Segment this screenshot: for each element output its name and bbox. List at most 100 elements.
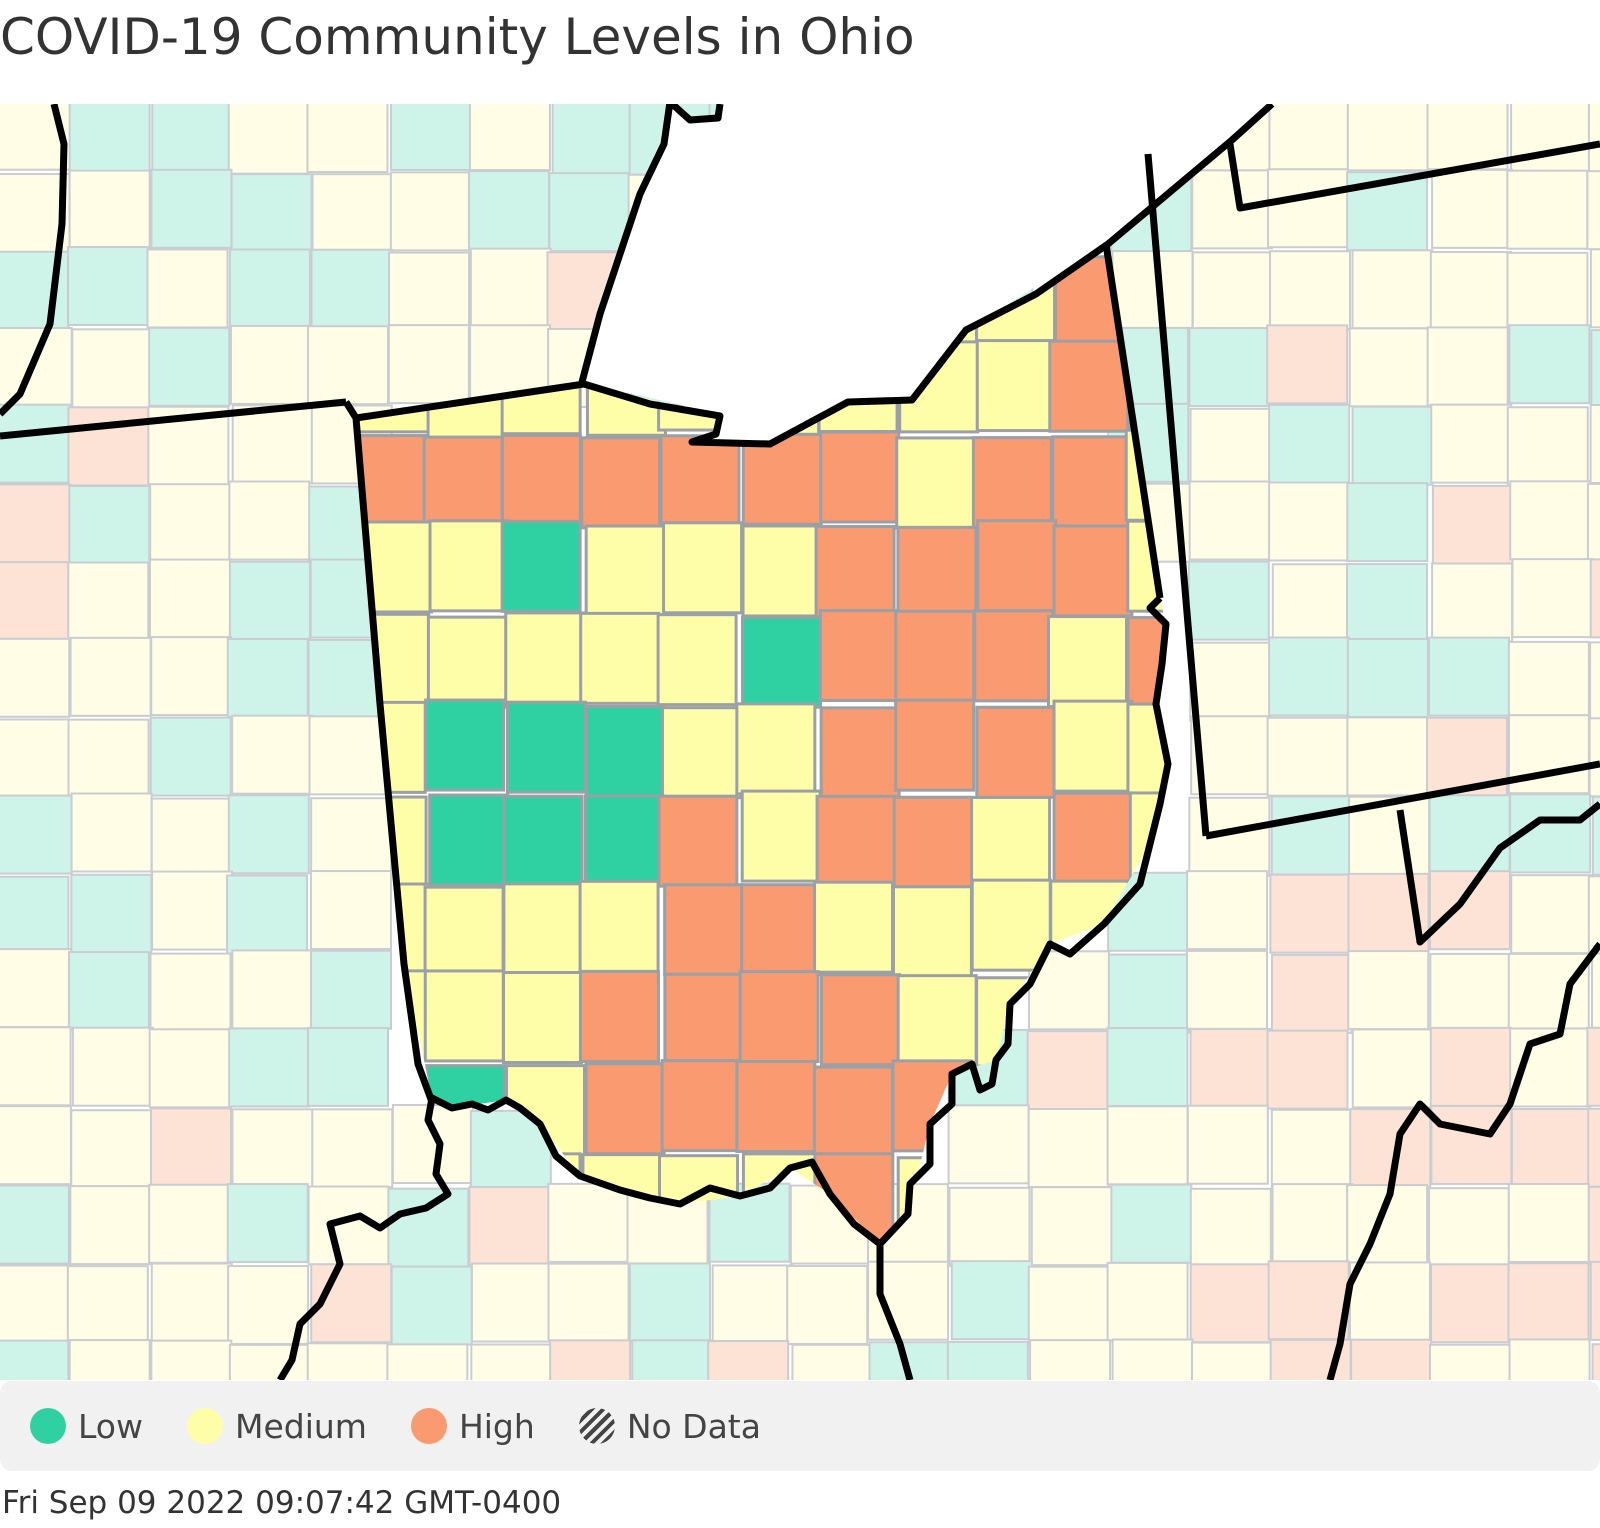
- ohio-county-cell[interactable]: [741, 524, 823, 618]
- ohio-county-cell[interactable]: [1047, 615, 1129, 709]
- ohio-county-cell[interactable]: [426, 615, 508, 709]
- ohio-county-cell[interactable]: [814, 524, 896, 618]
- ohio-county-cell[interactable]: [662, 521, 744, 615]
- ohio-county-cell[interactable]: [813, 880, 895, 974]
- ohio-county-cell[interactable]: [892, 795, 974, 889]
- ohio-county-cell[interactable]: [423, 885, 505, 979]
- ohio-county-cell[interactable]: [584, 704, 666, 798]
- county-cell: [549, 1339, 632, 1380]
- ohio-county-cell[interactable]: [815, 794, 897, 888]
- county-cell: [1509, 1027, 1592, 1108]
- ohio-county-cell[interactable]: [894, 609, 976, 703]
- ohio-county-cell[interactable]: [584, 1062, 666, 1156]
- ohio-county-cell[interactable]: [656, 613, 738, 707]
- ohio-county-cell[interactable]: [580, 436, 662, 530]
- ohio-county-cell[interactable]: [428, 793, 510, 887]
- ohio-county-cell[interactable]: [970, 878, 1052, 972]
- ohio-county-cell[interactable]: [819, 973, 901, 1067]
- ohio-county-cell[interactable]: [973, 609, 1055, 703]
- ohio-county-cell[interactable]: [819, 430, 901, 524]
- county-cell: [1346, 563, 1429, 644]
- ohio-county-cell[interactable]: [578, 969, 660, 1063]
- ohio-county-cell[interactable]: [583, 794, 665, 888]
- county-cell: [1271, 1183, 1354, 1264]
- ohio-county-cell[interactable]: [1052, 524, 1134, 618]
- ohio-county-cell[interactable]: [1051, 435, 1133, 529]
- ohio-county-cell[interactable]: [424, 698, 506, 792]
- ohio-county-cell[interactable]: [657, 794, 739, 888]
- county-cell: [467, 170, 550, 251]
- ohio-county-cell[interactable]: [812, 1065, 894, 1159]
- ohio-county-cell[interactable]: [505, 700, 587, 794]
- ohio-county-cell[interactable]: [740, 789, 822, 883]
- ohio-county-cell[interactable]: [741, 615, 823, 709]
- county-cell: [150, 797, 233, 878]
- ohio-county-cell[interactable]: [502, 794, 584, 888]
- ohio-county-cell[interactable]: [578, 879, 660, 973]
- ohio-county-cell[interactable]: [818, 609, 900, 703]
- timestamp: Fri Sep 09 2022 09:07:42 GMT-0400: [2, 1485, 562, 1521]
- ohio-county-cell[interactable]: [1052, 699, 1134, 793]
- county-cell: [1266, 324, 1349, 405]
- ohio-county-cell[interactable]: [500, 433, 582, 527]
- county-cell: [1268, 403, 1351, 484]
- ohio-county-cell[interactable]: [1048, 339, 1130, 433]
- ohio-county-cell[interactable]: [500, 519, 582, 613]
- county-cell: [1351, 1028, 1434, 1109]
- county-cell: [1110, 1183, 1193, 1264]
- county-map[interactable]: [0, 104, 1600, 1380]
- ohio-county-cell[interactable]: [741, 432, 823, 526]
- ohio-county-cell[interactable]: [894, 698, 976, 792]
- ohio-county-cell[interactable]: [663, 883, 745, 977]
- county-cell: [306, 104, 389, 173]
- county-cell: [0, 1339, 70, 1380]
- ohio-county-cell[interactable]: [584, 524, 666, 618]
- ohio-county-cell[interactable]: [579, 611, 661, 705]
- county-cell: [306, 1026, 389, 1107]
- legend-label-medium: Medium: [235, 1406, 367, 1446]
- county-cell: [146, 248, 229, 329]
- county-cell: [226, 637, 309, 718]
- ohio-county-cell[interactable]: [891, 885, 973, 979]
- ohio-county-cell[interactable]: [896, 525, 978, 619]
- ohio-county-cell[interactable]: [502, 882, 584, 976]
- ohio-county-cell[interactable]: [976, 519, 1058, 613]
- ohio-county-cell[interactable]: [738, 970, 820, 1064]
- ohio-county-cell[interactable]: [896, 974, 978, 1068]
- ohio-county-cell[interactable]: [819, 706, 901, 800]
- county-cell: [1186, 949, 1269, 1030]
- ohio-county-cell[interactable]: [504, 611, 586, 705]
- ohio-county-cell[interactable]: [740, 883, 822, 977]
- ohio-county-cell[interactable]: [423, 969, 505, 1063]
- legend-item-low[interactable]: Low: [30, 1407, 143, 1446]
- county-cell: [1267, 1260, 1350, 1341]
- county-cell: [1506, 169, 1589, 250]
- county-cell: [149, 952, 232, 1033]
- county-cell: [1589, 404, 1600, 485]
- ohio-county-cell[interactable]: [971, 436, 1053, 530]
- map-svg[interactable]: [0, 104, 1600, 1380]
- ohio-county-cell[interactable]: [735, 1059, 817, 1153]
- ohio-county-cell[interactable]: [660, 1059, 742, 1153]
- county-cell: [0, 875, 70, 956]
- ohio-county-cell[interactable]: [975, 705, 1057, 799]
- legend-item-medium[interactable]: Medium: [187, 1407, 367, 1446]
- ohio-county-cell[interactable]: [428, 519, 510, 613]
- ohio-county-cell[interactable]: [659, 434, 741, 528]
- ohio-county-cell[interactable]: [502, 971, 584, 1065]
- ohio-county-cell[interactable]: [1052, 791, 1134, 885]
- county-cell: [66, 246, 149, 327]
- ohio-county-cell[interactable]: [975, 339, 1057, 433]
- county-cell: [1188, 327, 1271, 408]
- ohio-county-cell[interactable]: [422, 435, 504, 529]
- county-cell: [1586, 1026, 1600, 1107]
- ohio-county-cell[interactable]: [735, 702, 817, 796]
- legend-item-high[interactable]: High: [410, 1407, 535, 1446]
- ohio-county-cell[interactable]: [663, 972, 745, 1066]
- county-cell: [390, 1265, 473, 1346]
- county-cell: [388, 251, 471, 332]
- legend-item-nodata[interactable]: No Data: [578, 1407, 761, 1446]
- ohio-county-cell[interactable]: [970, 795, 1052, 889]
- ohio-county-cell[interactable]: [660, 706, 742, 800]
- ohio-county-cell[interactable]: [895, 436, 977, 530]
